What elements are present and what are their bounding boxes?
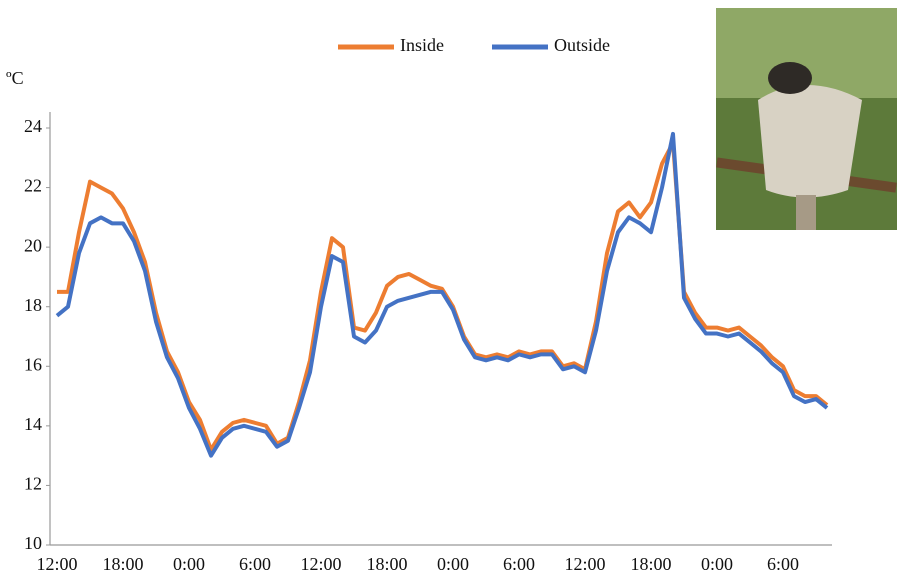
legend-label: Inside [400,35,444,55]
y-tick-label: 14 [24,414,42,434]
y-tick-label: 18 [24,295,42,315]
x-tick-label: 18:00 [102,554,143,574]
x-tick-label: 6:00 [239,554,271,574]
x-tick-label: 18:00 [366,554,407,574]
x-tick-label: 12:00 [36,554,77,574]
chart: ºC 10 12 14 16 18 20 22 24 12:00 18:00 0:00 6:00 12:… [0,0,897,579]
y-axis-unit: ºC [6,68,24,88]
nest-photo [716,8,897,230]
x-tick-label: 0:00 [437,554,469,574]
y-tick-label: 12 [24,474,42,494]
y-tick-label: 24 [24,116,42,136]
x-tick-label: 12:00 [300,554,341,574]
x-tick-label: 18:00 [630,554,671,574]
y-tick-label: 20 [24,235,42,255]
x-tick-label: 12:00 [564,554,605,574]
series-line [57,143,827,450]
series-line [57,134,827,456]
legend-label: Outside [554,35,610,55]
x-tick-label: 6:00 [767,554,799,574]
x-tick-label: 0:00 [701,554,733,574]
y-tick-label: 22 [24,176,42,196]
x-tick-label: 6:00 [503,554,535,574]
y-tick-label: 16 [24,354,42,374]
x-tick-label: 0:00 [173,554,205,574]
y-tick-label: 10 [24,533,42,553]
